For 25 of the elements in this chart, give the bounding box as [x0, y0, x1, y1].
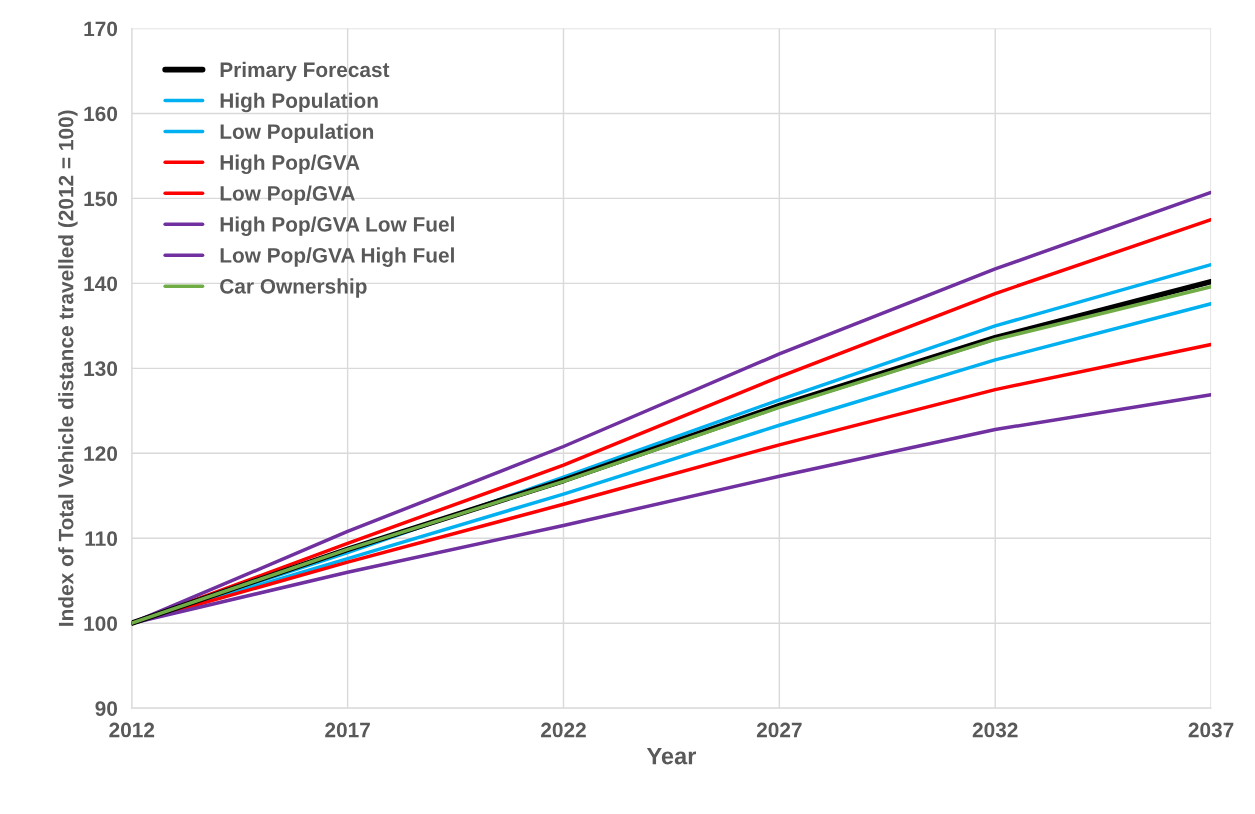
x-tick-label: 2027 — [756, 722, 802, 738]
legend-label: Primary Forecast — [220, 61, 390, 82]
legend-label: High Pop/GVA Low Fuel — [220, 216, 454, 236]
y-tick-label: 150 — [84, 191, 118, 207]
legend-label: High Population — [220, 92, 378, 113]
y-tick-label: 170 — [84, 21, 118, 37]
x-tick-label: 2022 — [541, 722, 586, 738]
y-tick-label: 160 — [84, 106, 118, 122]
y-tick-label: 130 — [84, 361, 118, 377]
y-tick-label: 110 — [85, 531, 118, 547]
legend-label: Low Pop/GVA — [220, 185, 355, 205]
x-tick-label: 2037 — [1188, 722, 1234, 738]
y-tick-label: 100 — [84, 616, 118, 631]
legend-label: Car Ownership — [220, 278, 367, 298]
y-tick-label: 120 — [84, 446, 118, 462]
x-tick-label: 2032 — [972, 722, 1018, 738]
x-axis-title: Year — [646, 747, 697, 765]
y-tick-label: 140 — [84, 276, 118, 292]
y-axis-title: Index of Total Vehicle distance travelled (2012 = 100) — [58, 110, 78, 626]
legend-label: High Pop/GVA — [220, 154, 360, 175]
legend-label: Low Population — [220, 123, 374, 144]
x-tick-label: 2012 — [109, 722, 155, 738]
legend-label: Low Pop/GVA High Fuel — [220, 247, 454, 267]
y-tick-label: 90 — [95, 701, 118, 716]
x-tick-label: 2017 — [325, 722, 370, 738]
